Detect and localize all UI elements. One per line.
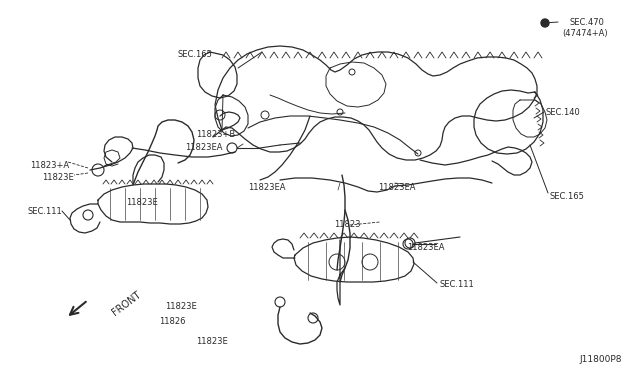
Text: 11826: 11826 <box>159 317 186 326</box>
Text: 11823E: 11823E <box>126 198 157 207</box>
Text: FRONT: FRONT <box>110 290 143 318</box>
Text: (47474+A): (47474+A) <box>562 29 607 38</box>
Text: J11800P8: J11800P8 <box>579 355 622 364</box>
Text: SEC.111: SEC.111 <box>28 207 63 216</box>
Text: 11823+B: 11823+B <box>196 130 236 139</box>
Text: SEC.470: SEC.470 <box>570 18 605 27</box>
Text: SEC.111: SEC.111 <box>440 280 475 289</box>
Text: 11823E: 11823E <box>165 302 196 311</box>
Circle shape <box>541 19 549 27</box>
Text: SEC.140: SEC.140 <box>545 108 580 117</box>
Text: SEC.165: SEC.165 <box>549 192 584 201</box>
Text: 11823: 11823 <box>334 220 360 229</box>
Text: 11823+A: 11823+A <box>30 161 69 170</box>
Text: 11823EA: 11823EA <box>378 183 415 192</box>
Text: 11823E: 11823E <box>42 173 74 182</box>
Text: 11823EA: 11823EA <box>407 243 445 252</box>
Text: 11823E: 11823E <box>196 337 228 346</box>
Text: 11823EA: 11823EA <box>185 143 223 152</box>
Text: SEC.165: SEC.165 <box>178 50 213 59</box>
Text: 11823EA: 11823EA <box>248 183 285 192</box>
